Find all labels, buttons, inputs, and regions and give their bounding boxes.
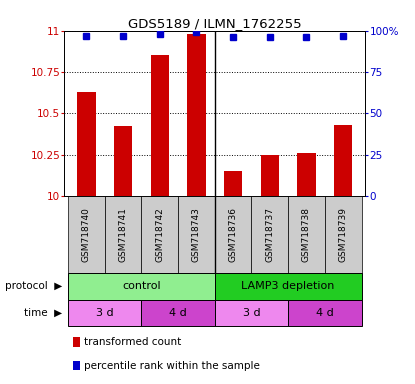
Text: GSM718742: GSM718742 <box>155 207 164 262</box>
Bar <box>187 34 205 196</box>
Bar <box>288 300 361 326</box>
Bar <box>142 196 178 273</box>
Text: percentile rank within the sample: percentile rank within the sample <box>84 361 260 371</box>
Text: LAMP3 depletion: LAMP3 depletion <box>242 281 335 291</box>
Bar <box>105 196 142 273</box>
Bar <box>297 153 316 196</box>
Bar <box>251 196 288 273</box>
Bar <box>215 273 361 300</box>
Bar <box>334 125 352 196</box>
Text: transformed count: transformed count <box>84 337 181 347</box>
Text: 4 d: 4 d <box>169 308 187 318</box>
Bar <box>68 273 215 300</box>
Text: control: control <box>122 281 161 291</box>
Bar <box>224 171 242 196</box>
Bar <box>68 300 142 326</box>
Text: time  ▶: time ▶ <box>24 308 62 318</box>
Title: GDS5189 / ILMN_1762255: GDS5189 / ILMN_1762255 <box>128 17 302 30</box>
Bar <box>215 196 251 273</box>
Bar <box>114 126 132 196</box>
Text: GSM718741: GSM718741 <box>119 207 127 262</box>
Text: protocol  ▶: protocol ▶ <box>5 281 62 291</box>
Bar <box>325 196 361 273</box>
Text: 4 d: 4 d <box>316 308 334 318</box>
Bar <box>215 300 288 326</box>
Text: GSM718739: GSM718739 <box>339 207 348 262</box>
Text: GSM718743: GSM718743 <box>192 207 201 262</box>
Bar <box>142 300 215 326</box>
Text: GSM718740: GSM718740 <box>82 207 91 262</box>
Bar <box>151 56 169 196</box>
Text: GSM718738: GSM718738 <box>302 207 311 262</box>
Bar <box>288 196 325 273</box>
Text: 3 d: 3 d <box>243 308 260 318</box>
Bar <box>261 154 279 196</box>
Text: GSM718736: GSM718736 <box>229 207 238 262</box>
Bar <box>68 196 105 273</box>
Bar <box>77 92 95 196</box>
Text: GSM718737: GSM718737 <box>265 207 274 262</box>
Bar <box>178 196 215 273</box>
Text: 3 d: 3 d <box>96 308 113 318</box>
